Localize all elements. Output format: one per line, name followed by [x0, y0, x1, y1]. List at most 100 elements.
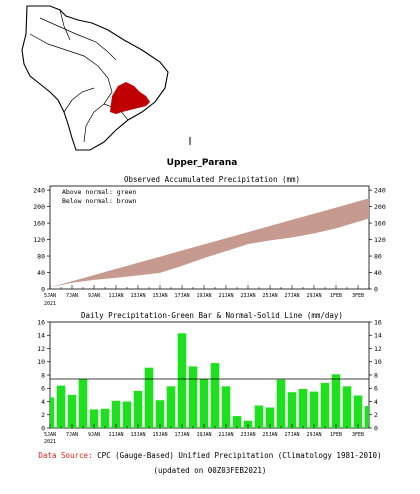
chart1-ytick-label-left: 40: [37, 269, 45, 277]
map-borders: [29, 9, 129, 143]
chart1-x-axis: 5JAN 7JAN 9JAN 11JAN 13JAN 15JAN 17JAN 19JAN 21J…: [44, 285, 370, 299]
chart2-xtick-label: 17JAN: [174, 432, 189, 438]
daily-bar: [265, 407, 275, 428]
chart2-ytick-label-left: 12: [37, 345, 45, 353]
chart1-xtick-label: 17JAN: [174, 293, 189, 299]
chart1-title: Observed Accumulated Precipitation (mm): [124, 175, 300, 184]
chart2-xtick-label: 1FEB: [330, 432, 342, 438]
chart2-ytick-label-left: 2: [41, 411, 45, 419]
daily-bar: [144, 367, 154, 428]
chart1-ytick-label-left: 160: [33, 219, 45, 227]
daily-bar: [89, 409, 99, 428]
map-coastline: [21, 5, 169, 151]
daily-bar: [232, 416, 242, 428]
chart1-ytick-label-left: 80: [37, 252, 45, 260]
chart2-xtick-label: 15JAN: [152, 432, 167, 438]
chart1-legend-line-1: Above normal: green: [62, 188, 136, 196]
chart2-ytick-label-left: 0: [41, 424, 45, 432]
chart1-ytick-label-left: 120: [33, 236, 45, 244]
daily-bar: [188, 366, 198, 428]
chart1-ytick-label-right: 160: [374, 219, 386, 227]
daily-bar: [166, 386, 176, 428]
chart2-ytick-label-left: 4: [41, 398, 45, 406]
chart2-xtick-label: 23JAN: [240, 432, 255, 438]
footer-source: Data Source: CPC (Gauge-Based) Unified P…: [0, 451, 420, 460]
chart1-xtick-label: 7JAN: [66, 293, 78, 299]
chart2-xtick-label: 11JAN: [108, 432, 123, 438]
chart1-xtick-label: 9JAN: [88, 293, 100, 299]
chart2-ytick-label-right: 16: [374, 318, 382, 326]
daily-bar: [287, 392, 297, 428]
daily-bar: [111, 400, 121, 428]
chart1-xtick-label: 15JAN: [152, 293, 167, 299]
chart1-year-label: 2021: [44, 301, 56, 307]
normal-range-band: [50, 198, 369, 288]
daily-bar: [364, 406, 369, 428]
source-text: CPC (Gauge-Based) Unified Precipitation …: [97, 451, 382, 460]
daily-bar: [133, 390, 143, 428]
chart2-ytick-label-left: 8: [41, 371, 45, 379]
chart2-y-axis-right: 0 2 4 6 8 10 12 14 16: [369, 318, 382, 432]
chart2-ytick-label-left: 6: [41, 385, 45, 393]
daily-bar: [254, 405, 264, 428]
chart1-ytick-label-right: 120: [374, 236, 386, 244]
daily-bar: [67, 394, 77, 428]
daily-bar: [221, 386, 231, 428]
chart2-xtick-label: 25JAN: [262, 432, 277, 438]
daily-bar: [78, 379, 88, 428]
chart2-ytick-label-right: 10: [374, 358, 382, 366]
chart1-xtick-label: 23JAN: [240, 293, 255, 299]
chart1-ytick-label-right: 0: [374, 285, 378, 293]
chart2-xtick-label: 21JAN: [218, 432, 233, 438]
daily-bar: [210, 363, 220, 428]
chart1-ytick-label-right: 200: [374, 203, 386, 211]
map-region-highlight: [110, 82, 150, 114]
chart2-ytick-label-right: 0: [374, 424, 378, 432]
chart1-ytick-label-right: 80: [374, 252, 382, 260]
chart1-xtick-label: 19JAN: [196, 293, 211, 299]
daily-bar: [276, 379, 286, 428]
daily-bar: [155, 400, 165, 428]
chart2-ytick-label-left: 16: [37, 318, 45, 326]
chart2-ytick-label-right: 4: [374, 398, 378, 406]
chart1-xtick-label: 3FEB: [352, 293, 364, 299]
chart1-legend-line-2: Below normal: brown: [62, 197, 136, 205]
chart2-ytick-label-right: 12: [374, 345, 382, 353]
chart2-title: Daily Precipitation-Green Bar & Normal-S…: [81, 311, 343, 320]
chart2-xtick-label: 19JAN: [196, 432, 211, 438]
chart2-ytick-label-left: 10: [37, 358, 45, 366]
daily-bar: [298, 388, 308, 428]
chart1-y-axis-left: 0 40 80 120 160 200 240: [33, 186, 50, 293]
chart1-xtick-label: 27JAN: [284, 293, 299, 299]
daily-bar: [177, 333, 187, 428]
chart1-ytick-label-left: 240: [33, 186, 45, 194]
chart1-ytick-label-right: 40: [374, 269, 382, 277]
chart1-xtick-label: 29JAN: [306, 293, 321, 299]
daily-bar: [199, 379, 209, 428]
chart1-xtick-label: 5JAN: [44, 293, 56, 299]
daily-bar: [353, 395, 363, 428]
daily-bars: [50, 333, 369, 428]
chart1-xtick-label: 25JAN: [262, 293, 277, 299]
chart2-year-label: 2021: [44, 439, 56, 445]
daily-bar: [309, 391, 319, 428]
chart1-xtick-label: 11JAN: [108, 293, 123, 299]
chart1-ytick-label-left: 200: [33, 203, 45, 211]
chart1-xtick-label: 21JAN: [218, 293, 233, 299]
chart2-xtick-label: 7JAN: [66, 432, 78, 438]
chart2-x-axis: 5JAN 7JAN 9JAN 11JAN 13JAN 15JAN 17JAN 19JAN 21J…: [44, 424, 370, 438]
chart1-ytick-label-right: 240: [374, 186, 386, 194]
daily-bar: [56, 385, 66, 428]
locator-map: [21, 5, 169, 151]
chart2-ytick-label-left: 14: [37, 332, 45, 340]
chart2-xtick-label: 29JAN: [306, 432, 321, 438]
chart1-xtick-label: 1FEB: [330, 293, 342, 299]
chart1-xtick-label: 13JAN: [130, 293, 145, 299]
chart1-y-axis-right: 0 40 80 120 160 200 240: [369, 186, 386, 293]
chart2-ytick-label-right: 14: [374, 332, 382, 340]
chart2-xtick-label: 13JAN: [130, 432, 145, 438]
chart2-ytick-label-right: 2: [374, 411, 378, 419]
chart2-ytick-label-right: 6: [374, 385, 378, 393]
chart2-y-axis-left: 0 2 4 6 8 10 12 14 16: [37, 318, 50, 432]
